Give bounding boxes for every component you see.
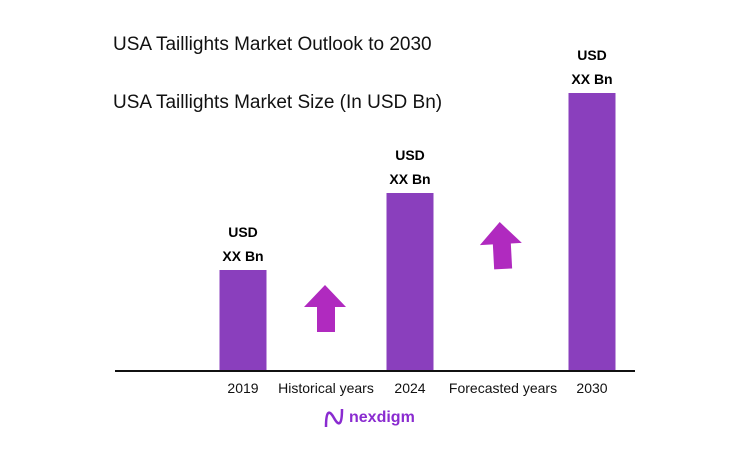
chart-title: USA Taillights Market Outlook to 2030 (113, 34, 432, 55)
chart-subtitle: USA Taillights Market Size (In USD Bn) (113, 92, 443, 113)
period-label: Forecasted years (448, 380, 558, 396)
x-tick-label: 2030 (576, 380, 608, 396)
growth-arrow-icon (304, 285, 346, 332)
bar-2024 (386, 193, 434, 370)
logo-mark-icon (324, 408, 344, 428)
data-label: USD XX Bn (222, 220, 263, 268)
nexdigm-logo: nexdigm (323, 407, 415, 429)
bar-2030 (568, 93, 616, 370)
x-tick-label: 2019 (227, 380, 259, 396)
data-label-line: USD (577, 47, 607, 63)
data-label: USD XX Bn (571, 43, 612, 91)
data-label-line: XX Bn (389, 171, 431, 187)
x-tick-label: 2024 (394, 380, 426, 396)
logo-text: nexdigm (349, 409, 415, 426)
data-label-line: XX Bn (222, 248, 264, 264)
period-label: Historical years (278, 380, 374, 396)
data-label-line: XX Bn (571, 71, 613, 87)
data-label: USD XX Bn (389, 143, 430, 191)
bar-2019 (219, 270, 267, 370)
growth-arrow-icon (479, 222, 522, 270)
data-label-line: USD (395, 147, 425, 163)
data-label-line: USD (228, 224, 258, 240)
